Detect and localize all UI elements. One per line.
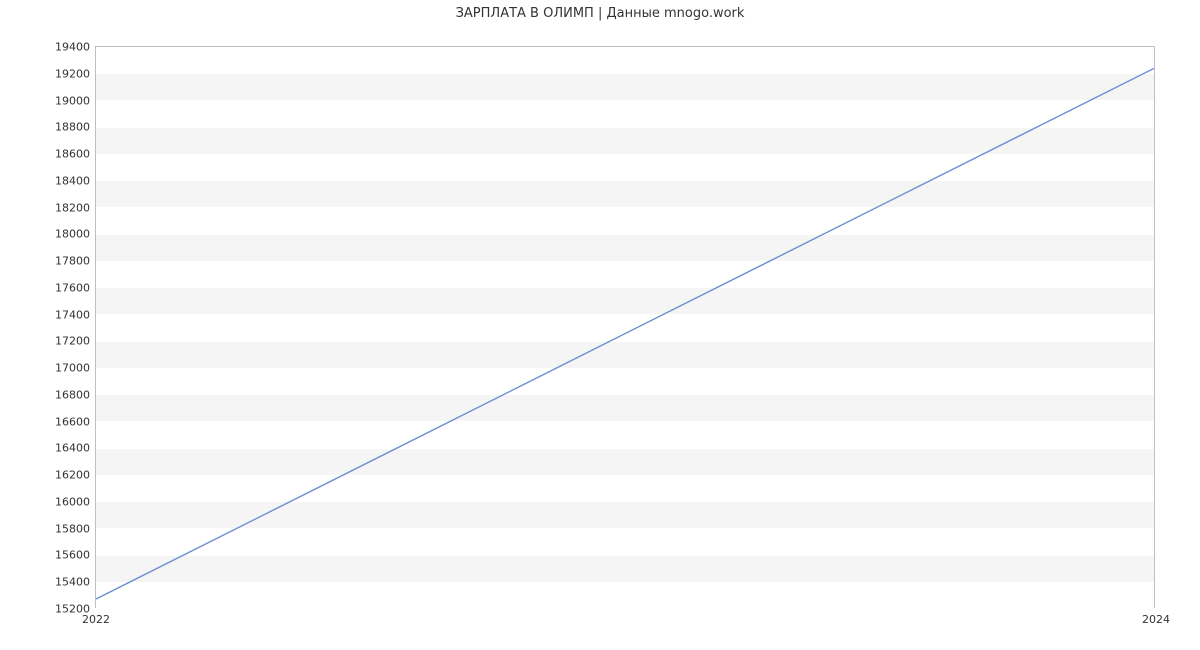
y-tick-label: 18000 (55, 228, 96, 241)
x-tick-label: 2022 (82, 607, 110, 626)
y-tick-label: 16800 (55, 388, 96, 401)
y-tick-label: 19200 (55, 67, 96, 80)
y-tick-label: 17600 (55, 281, 96, 294)
y-tick-label: 15400 (55, 576, 96, 589)
y-tick-label: 18400 (55, 174, 96, 187)
y-tick-label: 16400 (55, 442, 96, 455)
plot-area: 1520015400156001580016000162001640016600… (95, 46, 1155, 608)
y-tick-label: 19000 (55, 94, 96, 107)
y-tick-label: 16200 (55, 469, 96, 482)
data-line (96, 47, 1154, 607)
y-tick-label: 15800 (55, 522, 96, 535)
y-tick-label: 16600 (55, 415, 96, 428)
chart-title: ЗАРПЛАТА В ОЛИМП | Данные mnogo.work (0, 6, 1200, 21)
y-tick-label: 18600 (55, 148, 96, 161)
y-tick-label: 18800 (55, 121, 96, 134)
y-tick-label: 18200 (55, 201, 96, 214)
chart-container: ЗАРПЛАТА В ОЛИМП | Данные mnogo.work 152… (0, 0, 1200, 650)
y-tick-label: 15600 (55, 549, 96, 562)
y-tick-label: 16000 (55, 495, 96, 508)
y-tick-label: 17800 (55, 255, 96, 268)
y-tick-label: 17400 (55, 308, 96, 321)
y-tick-label: 17000 (55, 362, 96, 375)
x-tick-label: 2024 (1142, 607, 1170, 626)
gridline (96, 609, 1154, 610)
y-tick-label: 19400 (55, 41, 96, 54)
y-tick-label: 17200 (55, 335, 96, 348)
